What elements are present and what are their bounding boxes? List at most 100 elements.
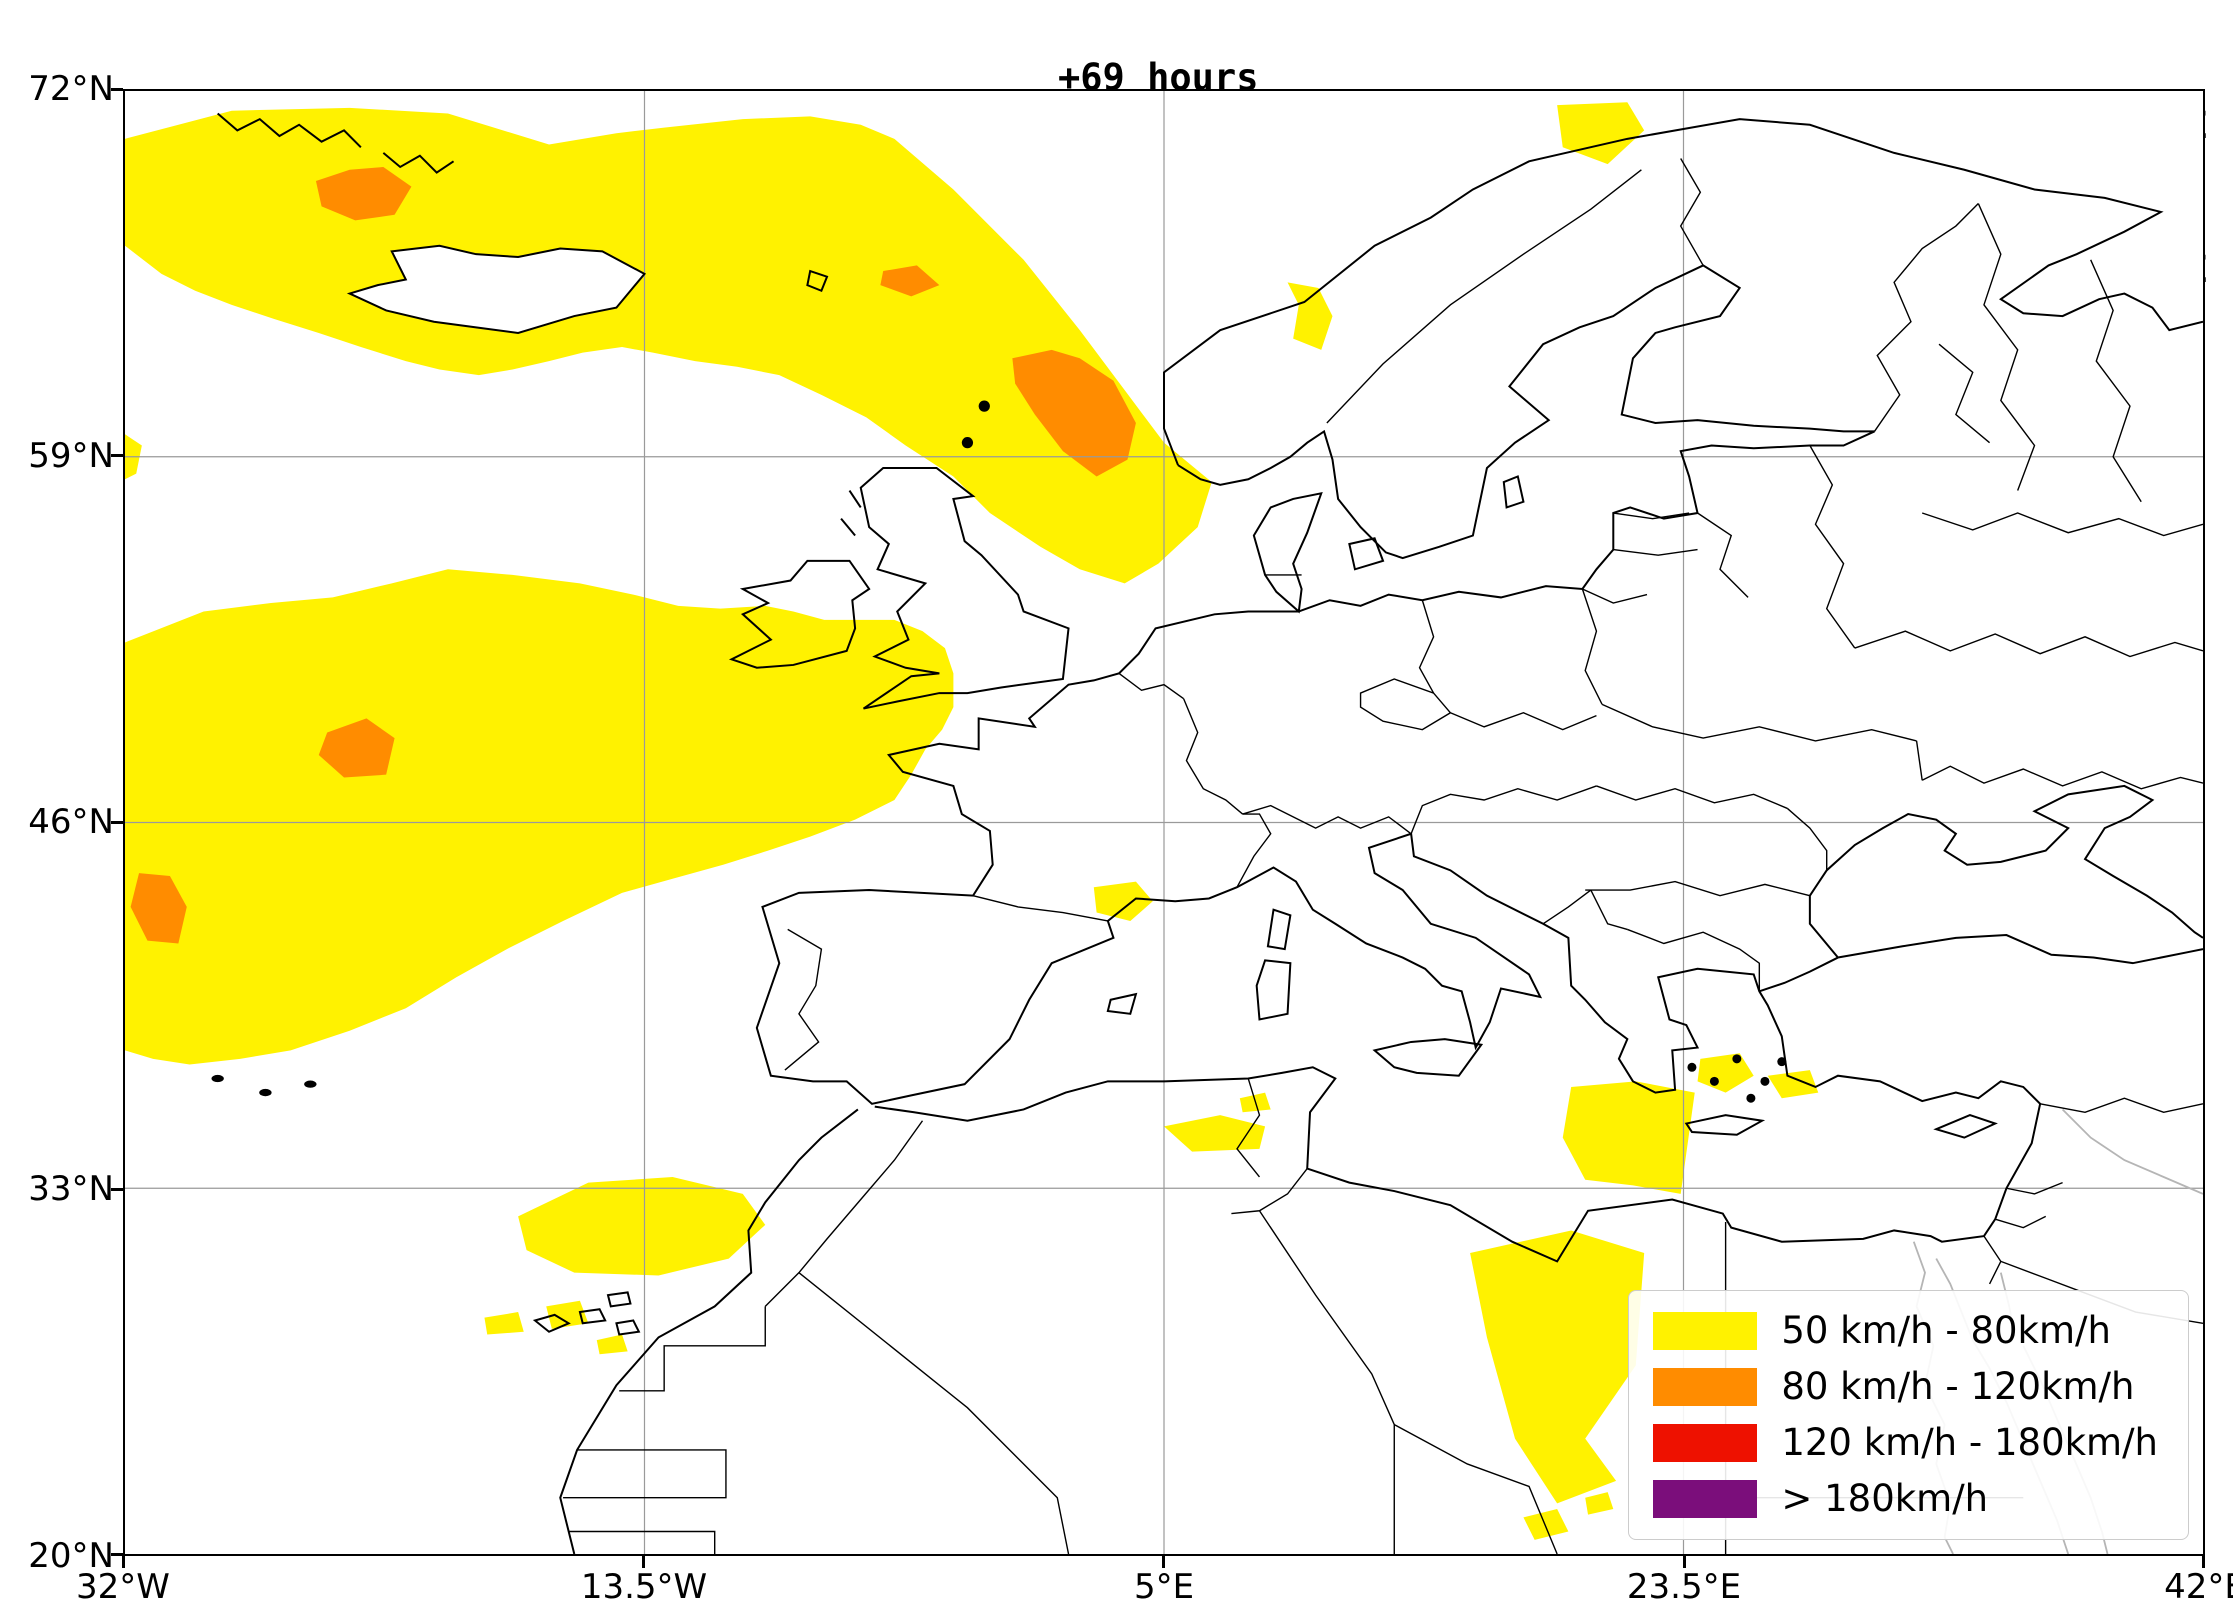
- wind-area: [1012, 349, 1136, 477]
- lat-label-46n: 46°N: [28, 802, 114, 842]
- aegean-island: [1687, 1062, 1697, 1072]
- morocco-atlantic-coast: [560, 1109, 858, 1554]
- azores-island: [211, 1074, 224, 1083]
- legend-item-gt-180: > 180km/h: [1653, 1477, 2158, 1521]
- wind-area: [1557, 102, 1645, 165]
- legend-swatch-red: [1653, 1424, 1758, 1462]
- wind-areas-50-80: [125, 102, 1819, 1540]
- wind-area: [1562, 1081, 1695, 1194]
- wind-area: [130, 873, 187, 944]
- wind-area: [1652, 1137, 1681, 1161]
- wind-area: [1470, 1230, 1645, 1504]
- marmara-coast: [1759, 958, 1838, 992]
- wind-area: [484, 1312, 524, 1335]
- shetland: [978, 400, 990, 412]
- wind-area: [1585, 1492, 1614, 1515]
- legend-swatch-orange: [1653, 1368, 1758, 1406]
- wind-area: [1164, 1115, 1266, 1152]
- wind-area: [318, 718, 395, 778]
- wind-area: [1287, 282, 1333, 350]
- euphrates-river: [2063, 1109, 2203, 1193]
- cyprus: [1936, 1115, 1995, 1138]
- map-plot-area: 50 km/h - 80km/h 80 km/h - 120km/h 120 k…: [123, 89, 2205, 1556]
- wind-area: [315, 166, 412, 221]
- legend-swatch-yellow: [1653, 1312, 1758, 1350]
- wind-area: [125, 107, 1212, 584]
- legend-label: > 180km/h: [1781, 1477, 1989, 1520]
- wind-area: [1093, 881, 1153, 921]
- orkney: [961, 437, 974, 449]
- wind-area: [880, 265, 940, 297]
- corsica: [1268, 910, 1290, 949]
- great-britain: [861, 468, 1069, 709]
- lat-label-20n: 20°N: [28, 1536, 114, 1576]
- aegean-island: [1760, 1076, 1770, 1086]
- greenland-coast: [383, 153, 453, 173]
- azores-island: [304, 1080, 317, 1088]
- lon-tick: [1683, 1556, 1686, 1568]
- lon-tick: [1162, 1556, 1165, 1568]
- canary-island: [535, 1315, 569, 1332]
- zealand: [1349, 538, 1383, 569]
- black-sea-south-coast: [1838, 935, 2203, 963]
- coastlines: [211, 114, 2203, 1554]
- country-borders: [563, 159, 2203, 1554]
- wind-area: [596, 1334, 628, 1355]
- lat-tick: [111, 1553, 123, 1556]
- wind-area: [1523, 1508, 1569, 1540]
- hebrides: [849, 491, 860, 508]
- lon-tick: [2202, 1556, 2205, 1568]
- scandinavia-arctic-coast: [1164, 119, 2203, 465]
- lat-tick: [111, 454, 123, 457]
- lon-label-32w: 32°W: [76, 1567, 170, 1604]
- wind-area: [1767, 1070, 1819, 1099]
- legend-label: 50 km/h - 80km/h: [1781, 1309, 2111, 1352]
- aegean-island: [1709, 1076, 1719, 1086]
- europe-mainland-coast: [757, 611, 2040, 1261]
- lon-label-235e: 23.5°E: [1626, 1567, 1742, 1604]
- black-sea-north-coast: [1810, 786, 2203, 958]
- lat-label-33n: 33°N: [28, 1169, 114, 1209]
- wind-areas-80-120: [130, 166, 1136, 944]
- lon-label-42e: 42°E: [2164, 1567, 2233, 1604]
- legend-item-80-120: 80 km/h - 120km/h: [1653, 1365, 2158, 1409]
- lat-label-59n: 59°N: [28, 436, 114, 476]
- lat-tick: [111, 821, 123, 824]
- faroe-islands: [807, 271, 827, 291]
- legend-label: 80 km/h - 120km/h: [1781, 1365, 2135, 1408]
- canary-island: [580, 1309, 605, 1323]
- greenland-coast: [218, 114, 361, 148]
- wind-area: [546, 1300, 589, 1329]
- aegean-island: [1777, 1057, 1787, 1067]
- sicily: [1375, 1039, 1482, 1076]
- iceland: [350, 246, 645, 333]
- wind-area: [1697, 1053, 1754, 1093]
- map-canvas: [125, 91, 2203, 1554]
- baltic-coast: [1178, 265, 1874, 611]
- denmark-jutland: [1254, 493, 1321, 611]
- legend-swatch-purple: [1653, 1480, 1758, 1518]
- hebrides: [841, 519, 855, 536]
- lat-tick: [111, 88, 123, 91]
- legend: 50 km/h - 80km/h 80 km/h - 120km/h 120 k…: [1628, 1290, 2189, 1540]
- lon-tick: [642, 1556, 645, 1568]
- lon-tick: [122, 1556, 125, 1568]
- azores-island: [259, 1088, 272, 1097]
- legend-item-120-180: 120 km/h - 180km/h: [1653, 1421, 2158, 1465]
- aegean-island: [1732, 1054, 1742, 1064]
- lon-label-135w: 13.5°W: [580, 1567, 708, 1604]
- graticule: [125, 91, 2203, 1554]
- crete: [1686, 1115, 1762, 1135]
- wind-area: [518, 1176, 766, 1276]
- lat-label-72n: 72°N: [28, 69, 114, 109]
- wind-area: [125, 569, 954, 1065]
- ireland: [732, 561, 870, 668]
- lon-label-5e: 5°E: [1133, 1567, 1195, 1604]
- madeira: [608, 1292, 630, 1306]
- aegean-island: [1746, 1093, 1756, 1103]
- legend-item-50-80: 50 km/h - 80km/h: [1653, 1309, 2158, 1353]
- gotland: [1504, 476, 1524, 507]
- legend-label: 120 km/h - 180km/h: [1781, 1421, 2158, 1464]
- sardinia: [1257, 960, 1291, 1019]
